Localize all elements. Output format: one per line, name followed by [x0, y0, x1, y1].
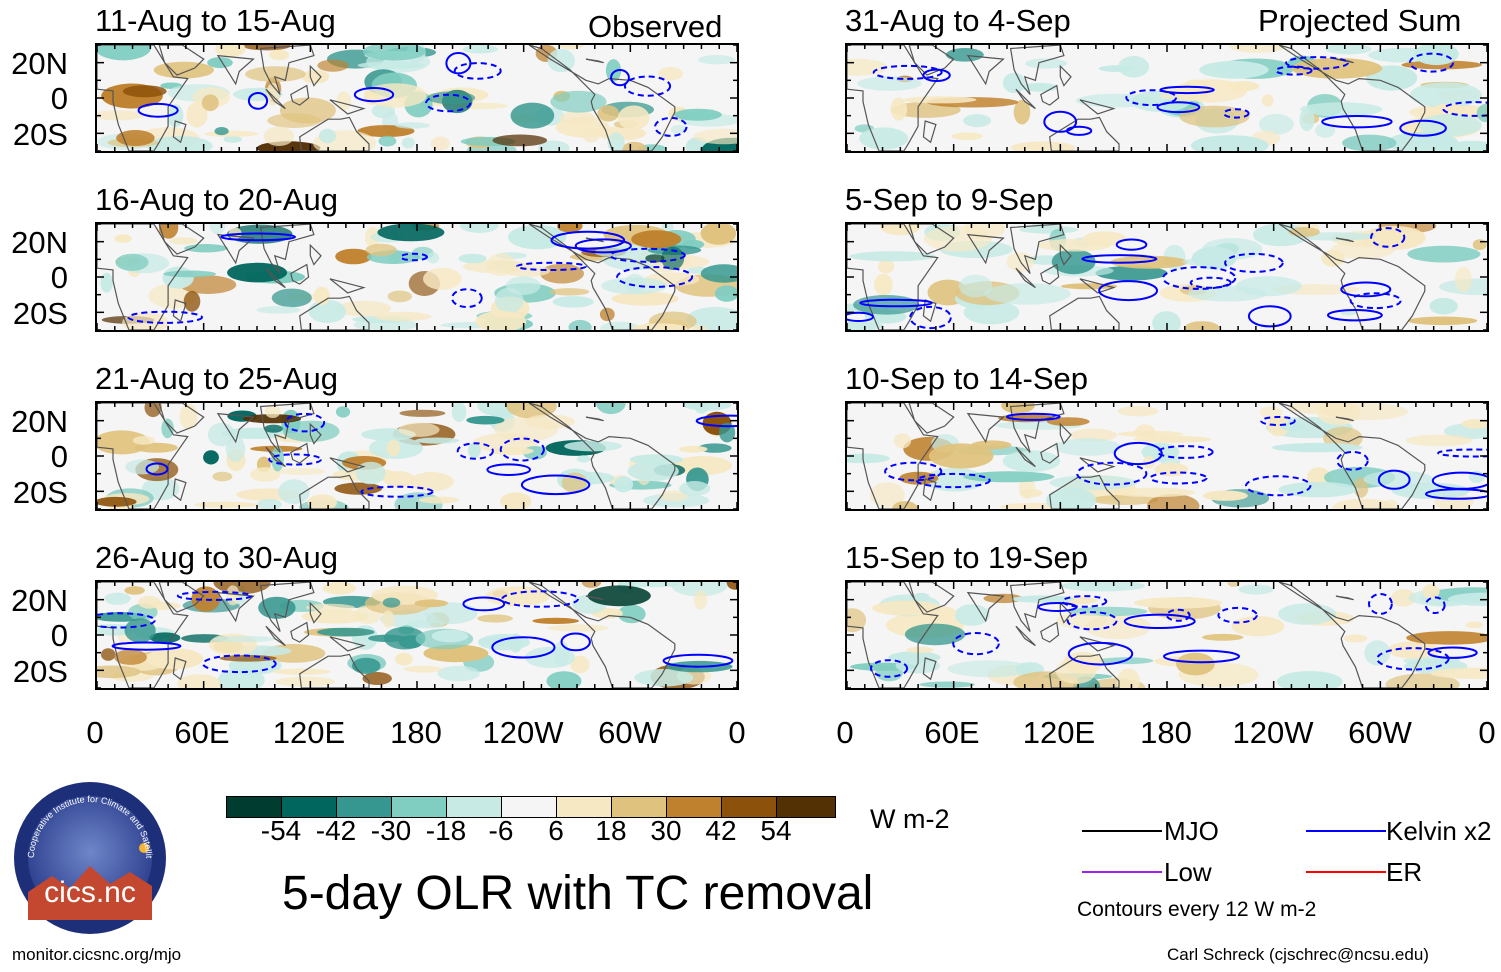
colorbar-tick: 18 [595, 815, 627, 846]
logo-text: cics.nc [44, 876, 136, 909]
lat-label-eq: 0 [50, 618, 68, 653]
lon-label-60w: 60W [598, 715, 662, 750]
colorbar-tick: -18 [425, 815, 467, 846]
colorbar-tick: -42 [315, 815, 357, 846]
map-projected-3 [845, 401, 1489, 511]
legend-label-er: ER [1386, 857, 1423, 887]
map-projected-4 [845, 580, 1489, 690]
lon-label-120w: 120W [482, 715, 564, 750]
lat-label-20n: 20N [11, 404, 68, 439]
contour-note: Contours every 12 W m-2 [1077, 898, 1317, 921]
colorbar-tick: -6 [488, 815, 514, 846]
lon-label-0: 0 [86, 715, 104, 750]
legend-label-mjo: MJO [1164, 816, 1219, 846]
lon-label-0-end: 0 [728, 715, 746, 750]
lon-label-120w: 120W [1232, 715, 1314, 750]
legend-label-low: Low [1164, 857, 1212, 887]
panel-title-obs-3: 21-Aug to 25-Aug [95, 361, 339, 396]
projected-sum-label: Projected Sum [1258, 3, 1462, 38]
lat-label-20s: 20S [12, 117, 68, 152]
panel-title-obs-4: 26-Aug to 30-Aug [95, 540, 339, 575]
lon-label-120e: 120E [1022, 715, 1096, 750]
panel-title-proj-2: 5-Sep to 9-Sep [845, 182, 1054, 217]
lat-label-20s: 20S [12, 296, 68, 331]
colorbar-tick: -30 [370, 815, 412, 846]
panel-title-proj-4: 15-Sep to 19-Sep [845, 540, 1089, 575]
cics-logo: Cooperative Institute for Climate and Sa… [9, 772, 168, 936]
map-observed-4 [95, 580, 739, 690]
panel-title-obs-1: 11-Aug to 15-Aug [95, 3, 336, 38]
colorbar-tick: 30 [650, 815, 682, 846]
panel-title-proj-1: 31-Aug to 4-Sep [845, 3, 1071, 38]
colorbar-tick: 6 [548, 815, 564, 846]
observed-label: Observed [588, 9, 723, 44]
colorbar-tick: 42 [705, 815, 737, 846]
panel-title-obs-2: 16-Aug to 20-Aug [95, 182, 339, 217]
map-projected-1 [845, 43, 1489, 153]
colorbar-tick: -54 [260, 815, 302, 846]
lat-label-eq: 0 [50, 81, 68, 116]
units-label: W m-2 [870, 804, 950, 834]
colorbar-tick: 54 [760, 815, 792, 846]
lon-label-180: 180 [390, 715, 442, 750]
credit-text: Carl Schreck (cjschrec@ncsu.edu) [1167, 945, 1429, 964]
lon-label-60e: 60E [924, 715, 980, 750]
map-observed-1 [95, 43, 739, 153]
map-projected-2 [845, 222, 1489, 332]
lat-label-20s: 20S [12, 475, 68, 510]
colorbar-swatch [776, 796, 836, 818]
legend-line-mjo [1082, 830, 1162, 832]
colorbar [226, 796, 836, 818]
lon-label-0-end: 0 [1478, 715, 1496, 750]
lat-label-20n: 20N [11, 225, 68, 260]
lat-label-20n: 20N [11, 583, 68, 618]
lat-label-eq: 0 [50, 260, 68, 295]
source-url[interactable]: monitor.cicsnc.org/mjo [12, 945, 182, 964]
lon-label-0: 0 [836, 715, 854, 750]
lon-label-120e: 120E [272, 715, 346, 750]
legend-line-er [1306, 871, 1386, 873]
legend-line-low [1082, 871, 1162, 873]
figure-title: 5-day OLR with TC removal [282, 867, 874, 920]
lat-label-20s: 20S [12, 654, 68, 689]
lon-label-60e: 60E [174, 715, 230, 750]
legend-line-kelvin [1306, 830, 1386, 832]
lon-label-180: 180 [1140, 715, 1192, 750]
lon-label-60w: 60W [1348, 715, 1412, 750]
lat-label-eq: 0 [50, 439, 68, 474]
panel-title-proj-3: 10-Sep to 14-Sep [845, 361, 1089, 396]
map-observed-2 [95, 222, 739, 332]
map-observed-3 [95, 401, 739, 511]
lat-label-20n: 20N [11, 46, 68, 81]
legend-label-kelvin: Kelvin x2 [1386, 816, 1492, 846]
